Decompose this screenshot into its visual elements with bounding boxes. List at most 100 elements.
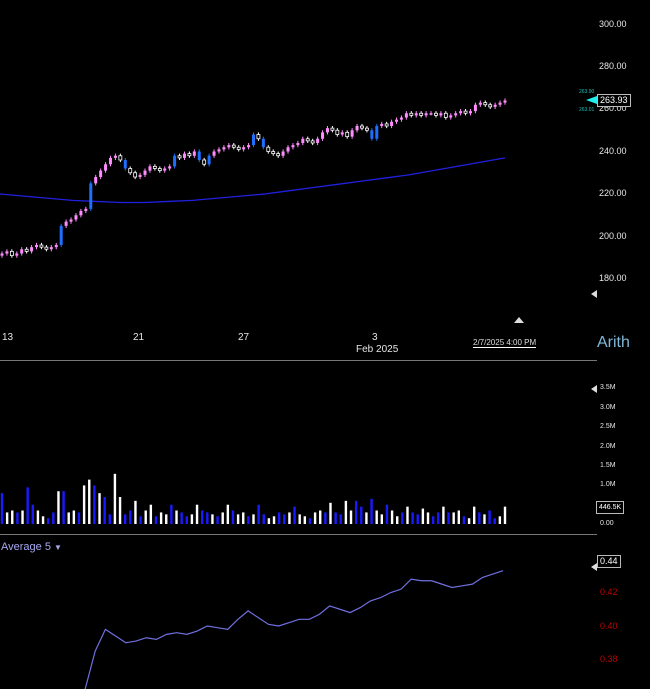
moving-average-layer bbox=[0, 157, 506, 204]
volume-bar bbox=[406, 506, 409, 524]
candle bbox=[15, 253, 19, 256]
volume-bar bbox=[354, 500, 358, 524]
candle bbox=[463, 110, 468, 114]
candle bbox=[157, 168, 162, 172]
candle bbox=[217, 149, 221, 152]
volume-layer bbox=[0, 473, 507, 524]
candle bbox=[24, 248, 29, 252]
candle bbox=[128, 168, 133, 174]
price-tick: 240.00 bbox=[599, 146, 627, 156]
volume-bar bbox=[195, 504, 199, 524]
volume-bar bbox=[493, 518, 496, 524]
scroll-left-icon[interactable] bbox=[591, 290, 597, 298]
volume-bar bbox=[206, 512, 209, 524]
candle bbox=[429, 113, 433, 115]
x-tick: 21 bbox=[133, 332, 145, 343]
volume-bar bbox=[452, 512, 455, 524]
volume-bar bbox=[252, 514, 255, 524]
candle bbox=[478, 102, 482, 105]
candle bbox=[123, 160, 127, 169]
candle bbox=[64, 221, 68, 226]
indicator-tick: 0.42 bbox=[600, 587, 618, 597]
moving-average-line bbox=[0, 157, 506, 204]
volume-bar bbox=[277, 512, 281, 524]
volume-bar bbox=[267, 518, 271, 524]
volume-bar bbox=[123, 514, 127, 524]
x-tick: 3 bbox=[372, 332, 378, 343]
candle bbox=[49, 247, 53, 250]
volume-bar bbox=[478, 512, 481, 524]
volume-bar bbox=[5, 512, 9, 524]
volume-bar bbox=[165, 514, 168, 524]
last-price-label: 263.93 bbox=[597, 94, 631, 107]
volume-bar bbox=[288, 512, 291, 524]
volume-bar bbox=[360, 506, 363, 524]
volume-tick: 3.5M bbox=[600, 384, 616, 391]
candle bbox=[99, 170, 103, 177]
volume-bar bbox=[0, 493, 4, 524]
volume-bar bbox=[498, 516, 502, 524]
candle bbox=[493, 104, 497, 107]
volume-bar bbox=[144, 510, 147, 524]
volume-bar bbox=[272, 516, 276, 524]
volume-bar bbox=[31, 504, 34, 524]
volume-bar bbox=[190, 514, 194, 524]
volume-bar bbox=[88, 479, 91, 524]
volume-bar bbox=[211, 514, 214, 524]
candle bbox=[434, 112, 438, 116]
candle bbox=[247, 145, 251, 148]
volume-bar bbox=[200, 510, 204, 524]
candle bbox=[202, 159, 207, 165]
volume-bar bbox=[344, 500, 348, 524]
candle bbox=[355, 126, 359, 131]
candle bbox=[276, 153, 281, 157]
candle bbox=[404, 113, 408, 118]
volume-bar bbox=[385, 504, 389, 524]
candle bbox=[118, 155, 123, 161]
volume-bar bbox=[257, 504, 260, 524]
volume-bar bbox=[401, 512, 404, 524]
volume-bar bbox=[313, 512, 317, 524]
volume-bar bbox=[483, 514, 486, 524]
volume-bar bbox=[396, 516, 399, 524]
pane-divider[interactable] bbox=[0, 360, 597, 361]
candle bbox=[84, 208, 88, 211]
price-tick: 220.00 bbox=[599, 188, 627, 198]
scale-mode-button[interactable]: Arith bbox=[597, 334, 630, 351]
volume-bar bbox=[36, 510, 40, 524]
pane-divider[interactable] bbox=[0, 534, 597, 535]
candle bbox=[5, 251, 9, 254]
volume-bar bbox=[52, 512, 55, 524]
volume-bar bbox=[82, 485, 86, 524]
indicator-menu[interactable]: Average 5 ▼ bbox=[1, 541, 62, 553]
indicator-tick: 0.40 bbox=[600, 621, 618, 631]
x-tick: 27 bbox=[238, 332, 250, 343]
candle bbox=[409, 112, 414, 116]
candle bbox=[281, 151, 285, 156]
candle bbox=[177, 155, 182, 159]
volume-bar bbox=[154, 516, 158, 524]
candle bbox=[163, 168, 167, 171]
candle bbox=[424, 113, 428, 116]
candle bbox=[187, 153, 192, 157]
volume-bar bbox=[308, 518, 312, 524]
candle bbox=[252, 134, 255, 146]
volume-bar bbox=[26, 487, 29, 524]
candle bbox=[375, 126, 379, 139]
candle bbox=[473, 104, 477, 112]
x-tick: 13 bbox=[2, 332, 14, 343]
volume-bar bbox=[113, 473, 117, 524]
candle bbox=[168, 166, 172, 169]
volume-bar bbox=[437, 512, 440, 524]
candle bbox=[395, 119, 399, 122]
candle bbox=[94, 177, 98, 184]
candle bbox=[30, 247, 34, 252]
candle bbox=[74, 215, 78, 220]
candle bbox=[449, 115, 453, 118]
volume-last-label: 446.5K bbox=[596, 501, 625, 514]
indicator-title: Average 5 bbox=[1, 541, 51, 553]
volume-bar bbox=[242, 512, 245, 524]
candle bbox=[345, 131, 350, 138]
candle bbox=[321, 132, 325, 139]
